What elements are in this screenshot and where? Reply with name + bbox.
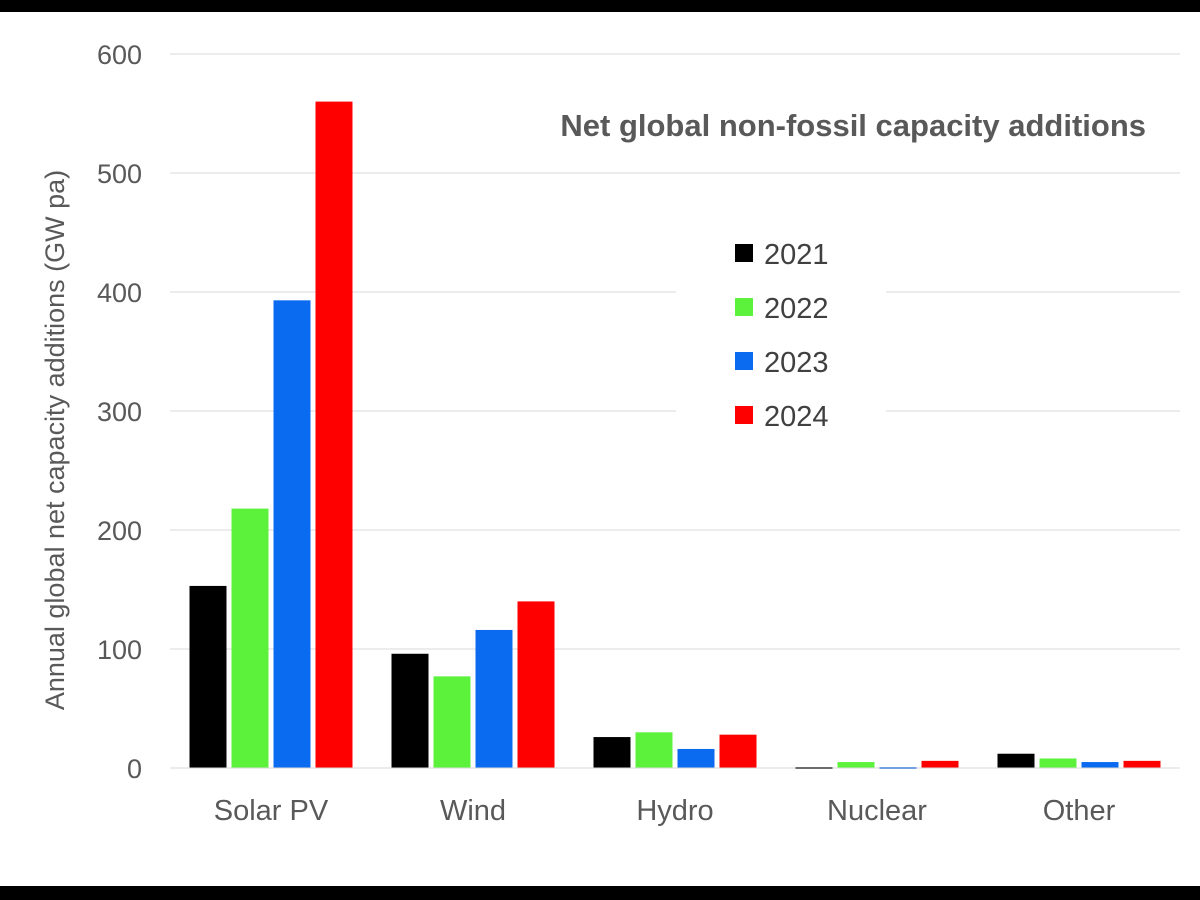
legend-swatch-2024 bbox=[735, 406, 753, 424]
legend-swatch-2021 bbox=[735, 244, 753, 262]
legend-swatch-2023 bbox=[735, 352, 753, 370]
y-tick-label: 400 bbox=[97, 278, 142, 308]
chart-frame: 0 100 200 300 400 500 600 Solar PV Wind Hydro Nuc… bbox=[0, 12, 1200, 886]
bar-2022-nuclear bbox=[837, 762, 875, 768]
y-tick-label: 300 bbox=[97, 397, 142, 427]
bar-2023-hydro bbox=[677, 748, 715, 768]
x-category-label: Nuclear bbox=[827, 795, 927, 827]
legend-background bbox=[676, 222, 886, 452]
y-tick-label: 200 bbox=[97, 516, 142, 546]
bar-2021-solar-pv bbox=[189, 585, 227, 768]
y-axis-title: Annual global net capacity additions (GW… bbox=[40, 170, 70, 710]
x-axis-categories: Solar PV Wind Hydro Nuclear Other bbox=[214, 795, 1116, 827]
bar-2021-wind bbox=[391, 653, 429, 768]
legend-swatch-2022 bbox=[735, 298, 753, 316]
legend-label-2021: 2021 bbox=[764, 239, 829, 271]
y-tick-label: 0 bbox=[127, 754, 142, 784]
bar-2023-wind bbox=[475, 629, 513, 768]
y-tick-label: 500 bbox=[97, 159, 142, 189]
legend: 2021 2022 2023 2024 bbox=[735, 239, 829, 433]
bar-2024-nuclear bbox=[921, 760, 959, 768]
legend-label-2022: 2022 bbox=[764, 293, 829, 325]
bar-2021-other bbox=[997, 753, 1035, 768]
bar-2024-hydro bbox=[719, 734, 757, 768]
bar-2022-wind bbox=[433, 676, 471, 768]
y-tick-label: 600 bbox=[97, 40, 142, 70]
x-category-label: Other bbox=[1043, 795, 1116, 827]
bar-2022-hydro bbox=[635, 732, 673, 768]
x-category-label: Hydro bbox=[636, 795, 713, 827]
bars bbox=[189, 101, 1161, 769]
chart-title: Net global non-fossil capacity additions bbox=[560, 108, 1146, 143]
legend-label-2023: 2023 bbox=[764, 347, 829, 379]
x-category-label: Solar PV bbox=[214, 795, 329, 827]
bar-2022-solar-pv bbox=[231, 508, 269, 768]
x-category-label: Wind bbox=[440, 795, 506, 827]
y-tick-label: 100 bbox=[97, 635, 142, 665]
bar-2021-hydro bbox=[593, 737, 631, 768]
bar-chart: 0 100 200 300 400 500 600 Solar PV Wind Hydro Nuc… bbox=[40, 40, 1180, 827]
y-axis-ticks: 0 100 200 300 400 500 600 bbox=[97, 40, 142, 784]
bar-2024-wind bbox=[517, 601, 555, 768]
title-background bbox=[490, 100, 1160, 150]
bar-2024-other bbox=[1123, 760, 1161, 768]
bar-2023-solar-pv bbox=[273, 300, 311, 768]
bar-2023-other bbox=[1081, 762, 1119, 768]
bar-2024-solar-pv bbox=[315, 101, 353, 769]
bar-2022-other bbox=[1039, 758, 1077, 768]
legend-label-2024: 2024 bbox=[764, 401, 829, 433]
